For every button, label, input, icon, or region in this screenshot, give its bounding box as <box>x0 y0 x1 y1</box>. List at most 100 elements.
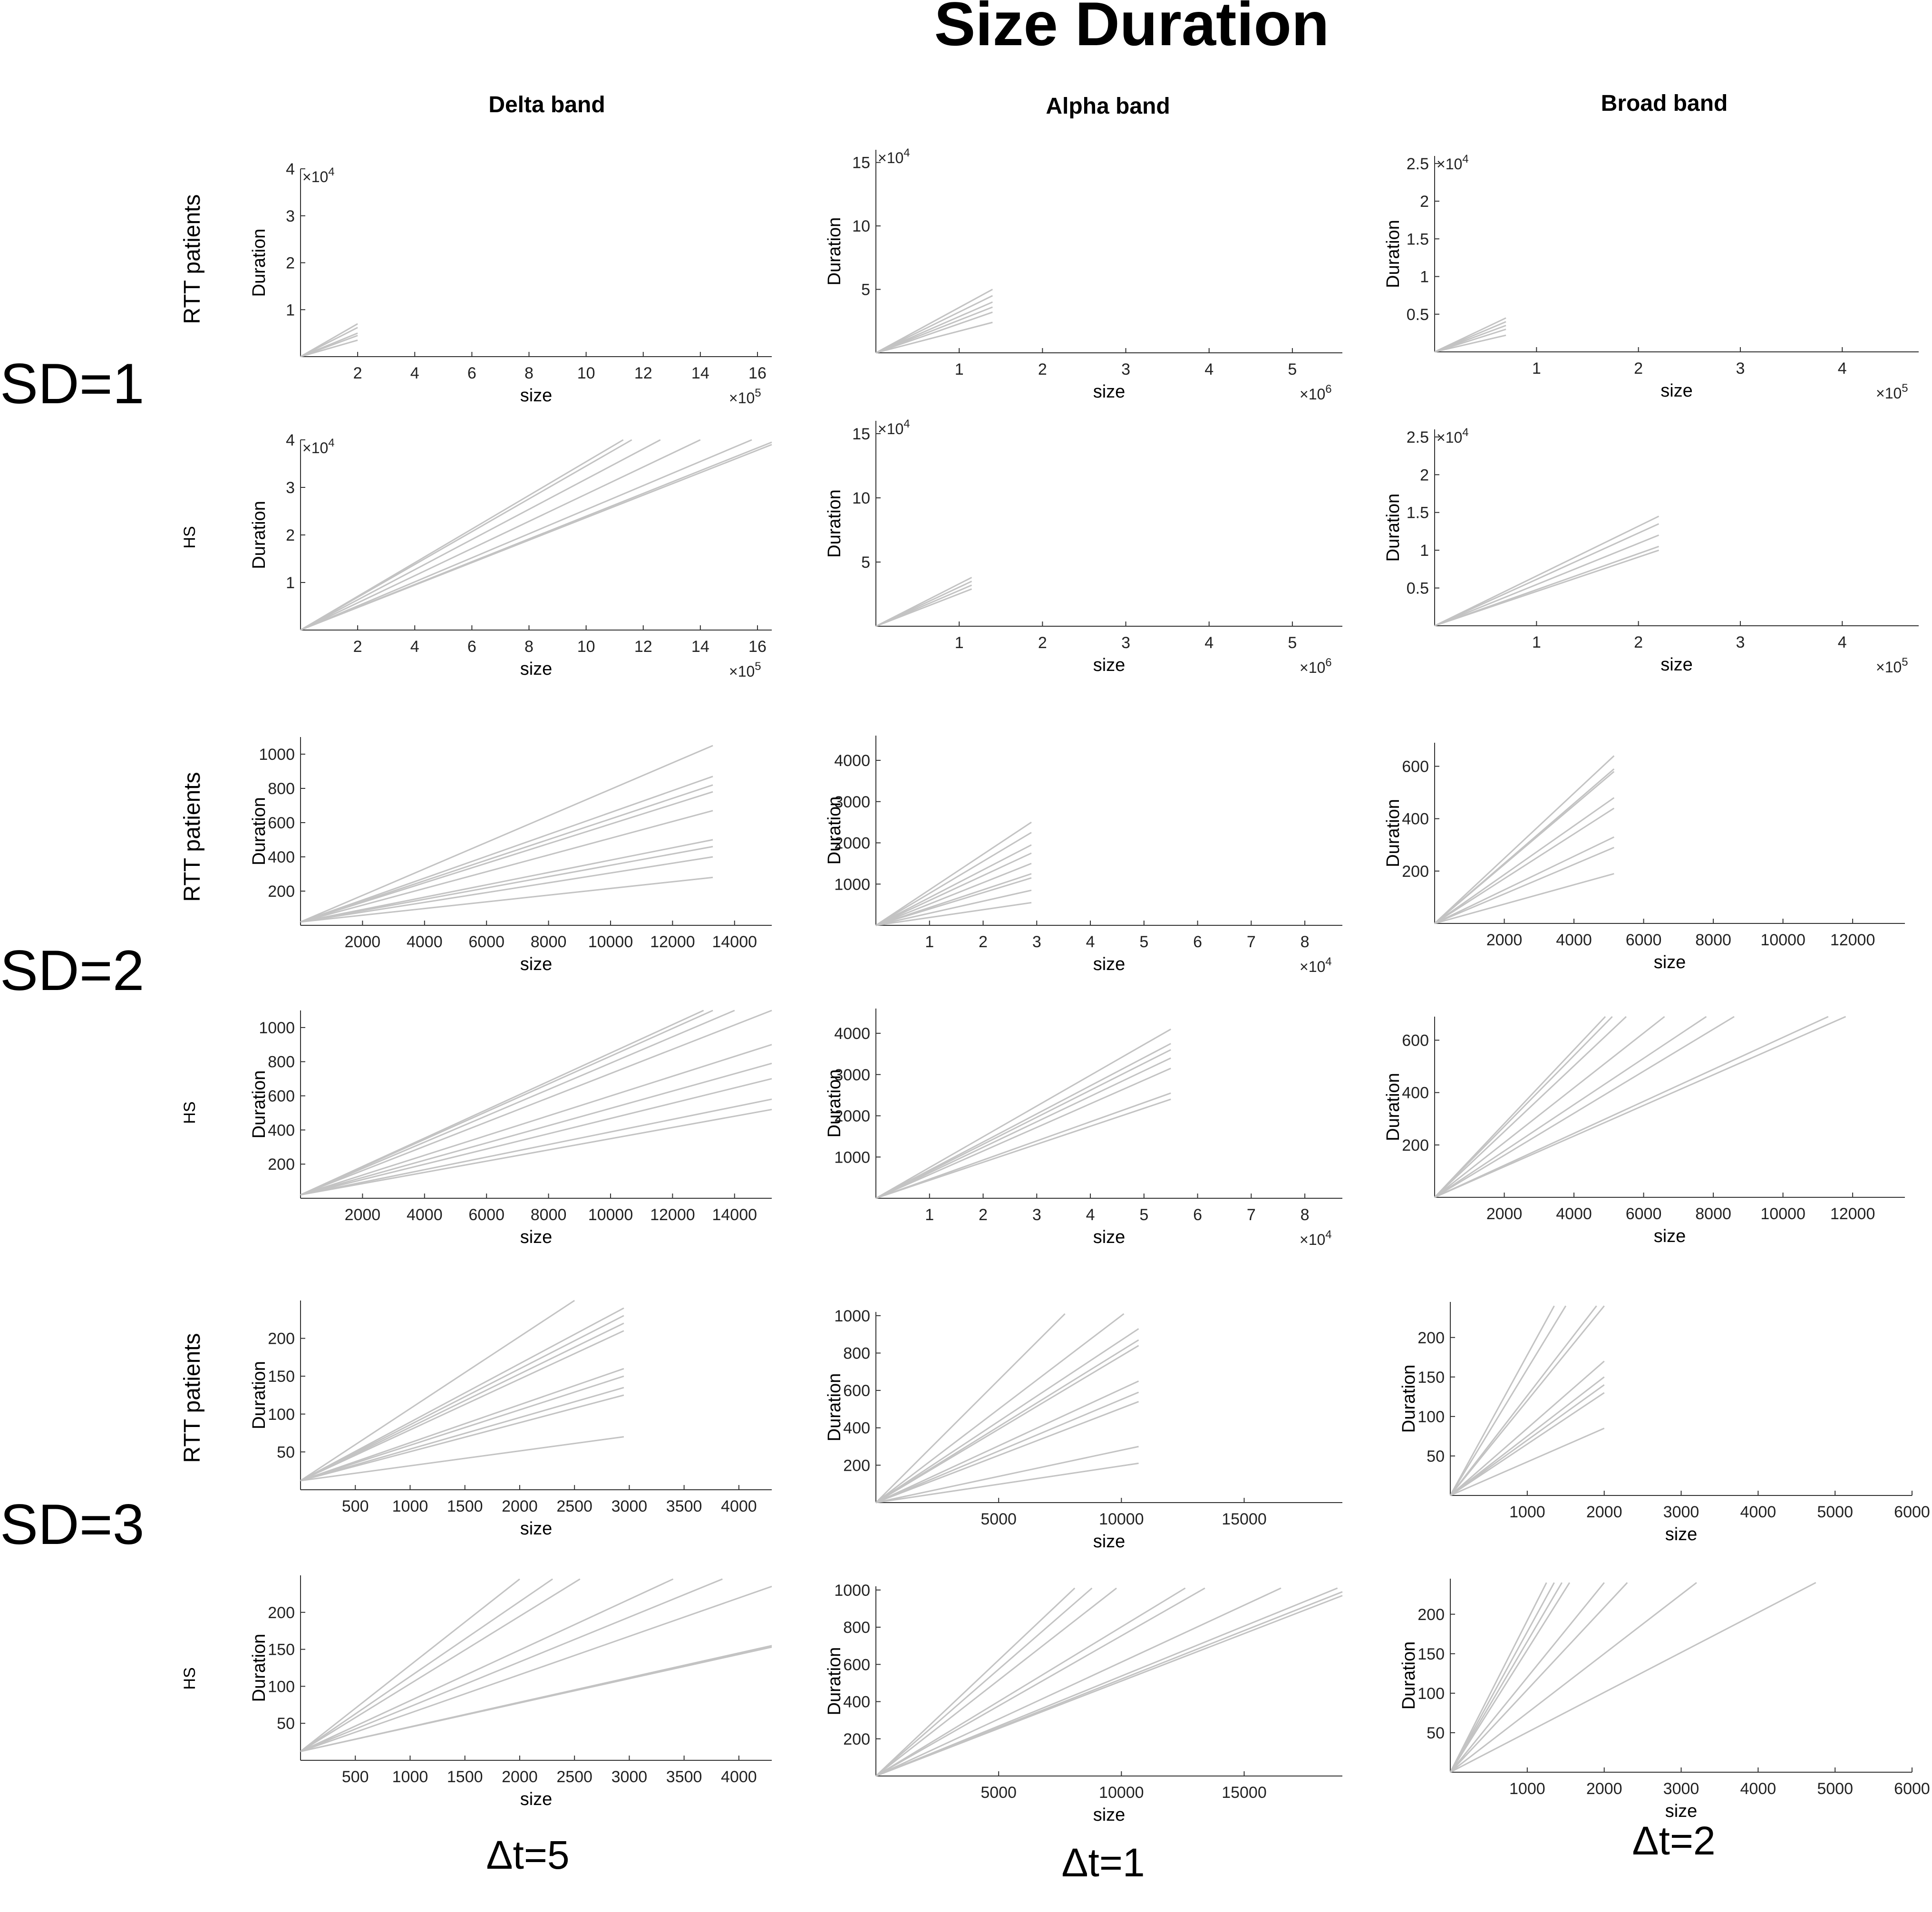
y-tick-label: 2 <box>1420 193 1429 211</box>
y-axis-label: Duration <box>249 229 269 297</box>
x-tick-label: 2500 <box>556 1768 592 1786</box>
x-tick-label: 4 <box>1838 633 1847 651</box>
panel-9: 1 2 3 4 5 6 7 8 1000 2000 3000 4000 size Duration ×104 <box>825 736 1342 975</box>
series-line-1 <box>300 1578 520 1752</box>
series-line-6 <box>300 1062 772 1196</box>
series-line-5 <box>1434 549 1659 627</box>
x-tick-label: 5 <box>1288 360 1297 379</box>
y-tick-label: 200 <box>843 1730 870 1748</box>
y-tick-label: 800 <box>268 1053 295 1071</box>
y-multiplier-label: ×104 <box>302 165 335 185</box>
series-line-4 <box>300 791 713 923</box>
y-tick-label: 2000 <box>834 835 870 853</box>
x-multiplier-label: ×105 <box>729 660 761 680</box>
y-tick-label: 600 <box>843 1656 870 1674</box>
series-line-2 <box>300 439 632 631</box>
series-line-4 <box>1449 1305 1605 1496</box>
x-tick-label: 1000 <box>392 1497 428 1515</box>
series-line-6 <box>875 1587 1282 1777</box>
y-tick-label: 400 <box>268 848 295 866</box>
series-line-7 <box>300 441 772 631</box>
y-tick-label: 1000 <box>834 875 870 893</box>
series-line-6 <box>1434 1016 1735 1198</box>
x-tick-label: 12000 <box>650 1206 695 1224</box>
x-tick-label: 4 <box>1204 360 1214 379</box>
series-line-7 <box>1450 1582 1697 1773</box>
series-line-5 <box>1434 807 1615 924</box>
series-line-7 <box>1434 846 1614 924</box>
y-axis-label: Duration <box>825 1069 845 1138</box>
series-line-3 <box>1449 1305 1597 1496</box>
y-tick-label: 600 <box>1402 1032 1429 1050</box>
x-tick-label: 6000 <box>1626 1205 1662 1223</box>
x-tick-label: 3500 <box>666 1497 702 1515</box>
x-tick-label: 3 <box>1736 633 1745 651</box>
x-multiplier-label: ×106 <box>1300 656 1332 676</box>
series-line-1 <box>1449 1305 1555 1496</box>
y-tick-label: 50 <box>277 1715 295 1733</box>
series-line-9 <box>875 1595 1343 1777</box>
series-line-5 <box>875 863 1032 926</box>
y-tick-label: 1000 <box>259 1019 295 1037</box>
y-tick-label: 100 <box>1417 1685 1445 1703</box>
series-line-1 <box>875 1313 1066 1504</box>
x-axis-label: size <box>1093 954 1126 974</box>
x-tick-label: 3 <box>1121 634 1130 652</box>
y-tick-label: 2 <box>1420 466 1429 484</box>
y-axis-label: Duration <box>825 1647 845 1716</box>
series-line-7 <box>875 1587 1338 1777</box>
x-tick-label: 6 <box>467 638 476 656</box>
series-line-5 <box>1434 1016 1707 1198</box>
x-axis-label: size <box>520 954 553 974</box>
y-tick-label: 800 <box>843 1344 870 1362</box>
series-line-6 <box>875 1380 1139 1504</box>
x-axis-label: size <box>1093 1532 1126 1552</box>
bottom-label-broad: Δt=2 <box>1632 1818 1715 1863</box>
series-line-3 <box>875 301 993 354</box>
series-line-3 <box>875 1328 1139 1504</box>
panel-6: 1 2 3 4 0.5 1 1.5 2 2.5 size Duration ×105 ×104 <box>1383 426 1919 676</box>
column-title-delta: Delta band <box>488 92 605 117</box>
y-tick-label: 2.5 <box>1407 155 1429 173</box>
y-tick-label: 600 <box>268 814 295 832</box>
x-tick-label: 2000 <box>345 1206 381 1224</box>
x-tick-label: 10000 <box>1760 1205 1806 1223</box>
panel-16: 5000 10000 15000 200 400 600 800 1000 size Durati… <box>825 1582 1343 1825</box>
series-line-4 <box>1449 1582 1571 1773</box>
series-line-3 <box>1449 1582 1563 1773</box>
y-axis-label: Duration <box>249 501 269 569</box>
panel-18: 1000 2000 3000 4000 5000 6000 50 100 150 200 size D… <box>1399 1579 1930 1821</box>
y-multiplier-label: ×104 <box>302 437 335 456</box>
y-tick-label: 200 <box>1417 1606 1445 1624</box>
x-multiplier-label: ×105 <box>729 387 761 407</box>
x-tick-label: 6 <box>1193 1206 1202 1224</box>
series-line-3 <box>300 1315 624 1482</box>
series-line-2 <box>300 1307 624 1482</box>
x-axis-label: size <box>520 1519 553 1539</box>
series-line-4 <box>875 1587 1186 1777</box>
x-multiplier-label: ×104 <box>1300 955 1332 975</box>
figure-title: Size Duration <box>934 0 1330 58</box>
series-line-3 <box>875 1049 1171 1199</box>
x-tick-label: 2000 <box>345 933 381 951</box>
series-line-5 <box>875 1345 1139 1504</box>
x-tick-label: 8000 <box>531 933 567 951</box>
series-line-7 <box>875 1098 1171 1199</box>
series-line-2 <box>875 832 1032 926</box>
series-line-7 <box>875 877 1032 926</box>
x-tick-label: 2 <box>1634 359 1643 378</box>
series-line-6 <box>875 321 993 354</box>
x-tick-label: 1 <box>955 360 964 379</box>
y-tick-label: 5 <box>861 553 870 572</box>
y-axis-label: Duration <box>825 1373 845 1442</box>
x-tick-label: 4000 <box>721 1768 757 1786</box>
series-line-6 <box>875 1092 1171 1199</box>
x-tick-label: 2500 <box>556 1497 592 1515</box>
y-axis-label: Duration <box>249 1070 269 1139</box>
series-line-9 <box>1450 1427 1605 1496</box>
series-line-4 <box>1434 329 1506 353</box>
x-tick-label: 15000 <box>1222 1510 1267 1528</box>
series-line-3 <box>300 439 661 631</box>
y-tick-label: 3 <box>286 207 295 225</box>
